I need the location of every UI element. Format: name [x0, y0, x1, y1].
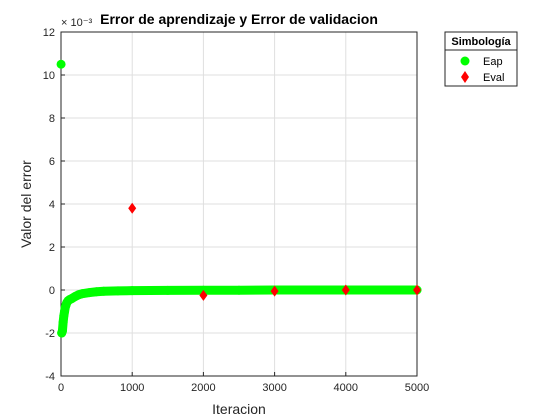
series-eap-point	[376, 285, 386, 295]
y-axis-label: Valor del error	[18, 160, 34, 248]
legend-label-eval: Eval	[483, 72, 504, 84]
x-tick-label: 3000	[262, 382, 286, 394]
x-tick-label: 0	[58, 382, 64, 394]
series-eval-point	[341, 284, 350, 296]
chart-title: Error de aprendizaje y Error de validaci…	[100, 11, 378, 27]
series-eap-trail	[57, 285, 422, 338]
x-tick-label: 2000	[191, 382, 215, 394]
series-eap-point	[92, 287, 102, 297]
series-eap-point	[305, 285, 315, 295]
y-tick-label: 0	[49, 285, 55, 297]
legend-box	[444, 31, 518, 87]
series-eap-point	[57, 326, 67, 336]
y-tick-label: 8	[49, 113, 55, 125]
series-eval-point	[128, 202, 137, 214]
series-eap-point	[113, 286, 123, 296]
series-eap-point	[234, 285, 244, 295]
x-tick-label: 5000	[405, 382, 429, 394]
legend-marker-eap	[460, 56, 470, 66]
data-marks	[56, 59, 422, 338]
y-tick-label: 12	[43, 27, 55, 39]
grid-lines	[60, 31, 418, 377]
series-eap-point	[56, 59, 66, 69]
y-tick-label: -2	[45, 328, 55, 340]
series-eap-point	[99, 286, 109, 296]
series-eval-point	[199, 289, 208, 301]
series-eap-point	[163, 285, 173, 295]
series-eval-point	[270, 285, 279, 297]
x-tick-label: 1000	[120, 382, 144, 394]
y-tick-label: 4	[49, 199, 55, 211]
legend-marker-eval	[461, 71, 469, 83]
legend-title: Simbología	[451, 36, 511, 48]
legend-label-eap: Eap	[483, 56, 503, 68]
y-tick-label: 2	[49, 242, 55, 254]
series-eap-point	[84, 288, 94, 298]
x-axis-label: Iteracion	[212, 401, 266, 417]
y-tick-label: -4	[45, 371, 55, 383]
x-tick-label: 4000	[334, 382, 358, 394]
series-eval-point	[413, 284, 421, 296]
y-tick-label: 10	[43, 70, 55, 82]
series-eap-point	[127, 286, 137, 296]
series-eap-point	[77, 289, 87, 299]
y-exponent-label: × 10⁻³	[61, 17, 93, 29]
axis-ticks: 0 1000 2000 3000 4000 5000 -4 -2 0 2 4 6 8 10 12	[43, 27, 429, 394]
legend: Simbología Eap Eval	[444, 31, 518, 87]
y-tick-label: 6	[49, 156, 55, 168]
